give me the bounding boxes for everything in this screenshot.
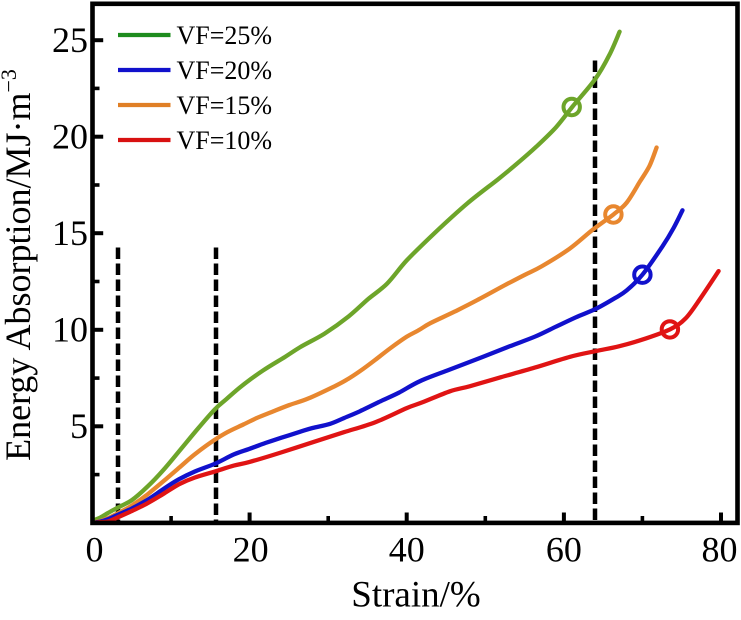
svg-text:Strain/%: Strain/% [351, 575, 480, 616]
svg-text:5: 5 [70, 406, 88, 446]
svg-text:10: 10 [52, 310, 88, 350]
svg-text:Energy Absorption/MJ·m−3: Energy Absorption/MJ·m−3 [0, 69, 38, 461]
svg-text:VF=25%: VF=25% [177, 21, 273, 50]
svg-text:VF=15%: VF=15% [177, 91, 273, 120]
svg-text:15: 15 [52, 213, 88, 253]
svg-text:40: 40 [389, 530, 425, 570]
svg-text:80: 80 [702, 530, 738, 570]
svg-text:VF=10%: VF=10% [177, 126, 273, 155]
svg-text:60: 60 [546, 530, 582, 570]
svg-text:25: 25 [52, 20, 88, 60]
svg-text:VF=20%: VF=20% [177, 56, 273, 85]
svg-text:0: 0 [86, 530, 104, 570]
svg-text:20: 20 [52, 117, 88, 157]
svg-text:20: 20 [233, 530, 269, 570]
